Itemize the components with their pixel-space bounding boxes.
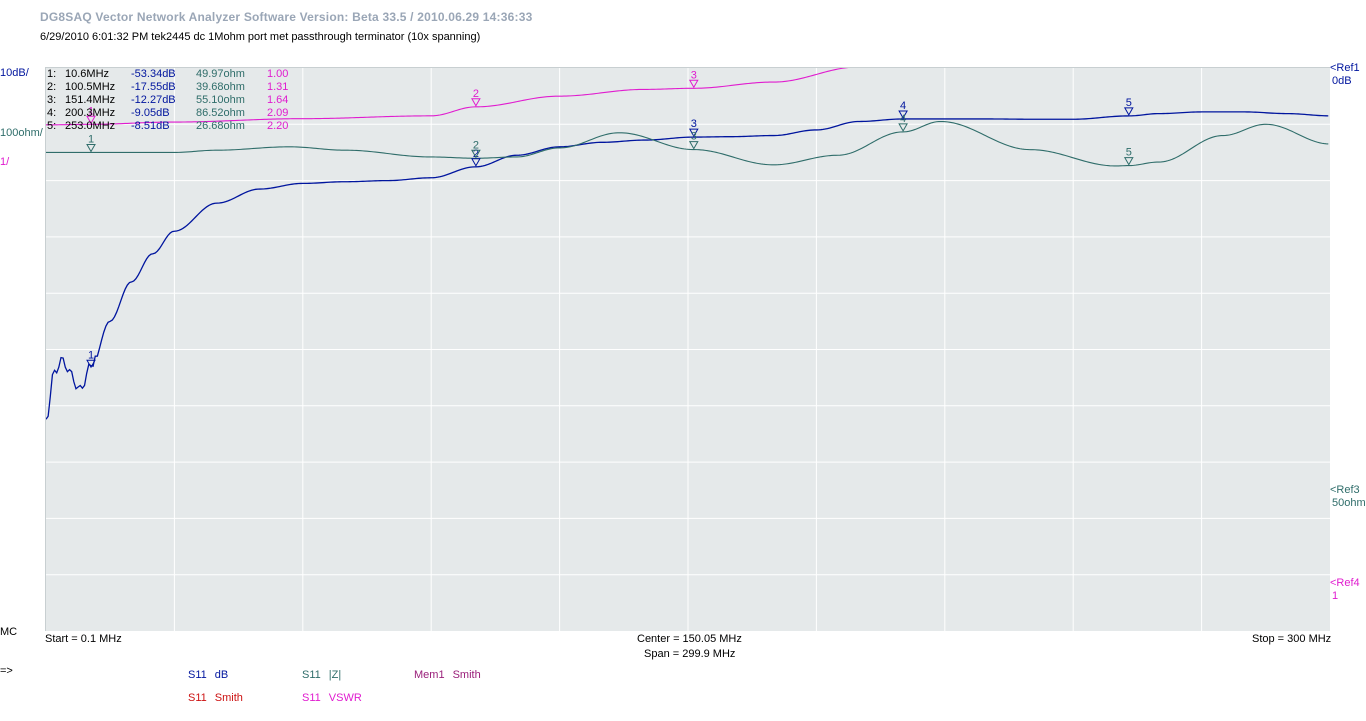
marker-triangle xyxy=(1123,107,1134,116)
plot-area[interactable]: 111222333444555 1:10.6MHz-53.34dB49.97oh… xyxy=(45,67,1330,631)
marker-frequency: 200.3MHz xyxy=(65,107,116,119)
marker-triangle xyxy=(688,141,699,150)
measurement-subtitle: 6/29/2010 6:01:32 PM tek2445 dc 1Mohm po… xyxy=(40,31,481,43)
legend-type: dB xyxy=(214,669,229,681)
db-scale-label: 10dB/ xyxy=(0,67,29,79)
ref3-label[interactable]: <Ref3 50ohm xyxy=(1330,484,1366,510)
marker-triangle xyxy=(471,149,481,159)
legend-type: Smith xyxy=(214,692,243,704)
marker-number: 2 xyxy=(473,148,479,160)
ref1-name: <Ref1 xyxy=(1330,62,1360,74)
chart-svg: 111222333444555 xyxy=(46,68,1330,631)
marker-ohm-value: 86.52ohm xyxy=(196,107,245,119)
trace-line-1 xyxy=(46,111,1329,420)
legend-entry[interactable]: S11 VSWR xyxy=(302,692,362,704)
marker-number: 4 xyxy=(900,113,906,125)
marker-frequency: 100.5MHz xyxy=(65,81,116,93)
marker-id: 3: xyxy=(47,94,57,106)
marker-number: 1 xyxy=(88,105,94,117)
marker-vswr-value: 1.00 xyxy=(267,68,289,80)
marker-id: 4: xyxy=(47,107,57,119)
marker-triangle xyxy=(1123,157,1134,166)
ref3-value: 50ohm xyxy=(1332,497,1366,509)
trace-line-3 xyxy=(46,68,849,126)
marker-number: 5 xyxy=(1126,97,1132,109)
marker-triangle xyxy=(86,115,96,125)
markers: 111222333444555 xyxy=(86,69,1134,369)
marker-number: 1 xyxy=(88,134,94,146)
marker-number: 3 xyxy=(691,118,697,130)
marker-db-value: -53.34dB xyxy=(131,68,176,80)
marker-ohm-value: 26.68ohm xyxy=(196,120,245,132)
legend-param: S11 xyxy=(302,692,321,704)
vswr-scale-label: 1/ xyxy=(0,156,10,168)
mode-label: MC xyxy=(0,626,18,638)
traces xyxy=(46,68,1329,420)
marker-triangle xyxy=(471,98,481,107)
legend-entry[interactable]: Mem1 Smith xyxy=(414,669,481,681)
marker-frequency: 151.4MHz xyxy=(65,94,116,106)
marker-triangle xyxy=(86,359,96,369)
marker-ohm-value: 49.97ohm xyxy=(196,68,245,80)
marker-frequency: 10.6MHz xyxy=(65,68,110,80)
trace-line-2 xyxy=(46,120,1329,167)
start-frequency: Start = 0.1 MHz xyxy=(45,633,122,645)
ref1-value: 0dB xyxy=(1332,75,1352,87)
window-title: DG8SAQ Vector Network Analyzer Software … xyxy=(40,10,533,24)
marker-number: 3 xyxy=(691,69,697,81)
legend-param: S11 xyxy=(302,669,321,681)
marker-number: 2 xyxy=(473,88,479,100)
legend-type: |Z| xyxy=(328,669,342,681)
legend-type: VSWR xyxy=(328,692,362,704)
legend-type: Smith xyxy=(452,669,481,681)
marker-vswr-value: 1.64 xyxy=(267,94,289,106)
marker-frequency: 253.0MHz xyxy=(65,120,116,132)
marker-number: 2 xyxy=(473,139,479,151)
legend-entry[interactable]: S11 Smith xyxy=(188,692,243,704)
legend-entry[interactable]: S11 dB xyxy=(188,669,228,681)
ref1-label[interactable]: <Ref1 0dB xyxy=(1330,62,1360,88)
grid xyxy=(46,68,1330,631)
ref4-value: 1 xyxy=(1332,590,1339,602)
marker-db-value: -12.27dB xyxy=(131,94,176,106)
marker-number: 1 xyxy=(88,349,94,361)
marker-number: 5 xyxy=(1126,147,1132,159)
marker-triangle xyxy=(898,110,908,120)
marker-db-value: -9.05dB xyxy=(131,107,170,119)
marker-id: 1: xyxy=(47,68,57,80)
arrow-label: => xyxy=(0,665,13,677)
marker-ohm-value: 55.10ohm xyxy=(196,94,245,106)
marker-id: 2: xyxy=(47,81,57,93)
span-frequency: Span = 299.9 MHz xyxy=(644,648,736,660)
marker-vswr-value: 2.20 xyxy=(267,120,289,132)
marker-triangle xyxy=(688,79,699,89)
legend-param: S11 xyxy=(188,669,207,681)
marker-db-value: -17.55dB xyxy=(131,81,176,93)
marker-number: 4 xyxy=(900,100,906,112)
marker-vswr-value: 1.31 xyxy=(267,81,289,93)
marker-triangle xyxy=(898,123,908,132)
legend-param: Mem1 xyxy=(414,669,445,681)
marker-triangle xyxy=(471,158,481,167)
legend-param: S11 xyxy=(188,692,207,704)
center-frequency: Center = 150.05 MHz xyxy=(637,633,742,645)
marker-number: 3 xyxy=(691,131,697,143)
marker-db-value: -8.51dB xyxy=(131,120,170,132)
ref4-name: <Ref4 xyxy=(1330,577,1360,589)
marker-vswr-value: 2.09 xyxy=(267,107,289,119)
marker-triangle xyxy=(86,144,96,153)
ref3-name: <Ref3 xyxy=(1330,484,1360,496)
marker-ohm-value: 39.68ohm xyxy=(196,81,245,93)
legend-entry[interactable]: S11 |Z| xyxy=(302,669,341,681)
stop-frequency: Stop = 300 MHz xyxy=(1252,633,1332,645)
marker-triangle xyxy=(688,128,699,138)
marker-id: 5: xyxy=(47,120,57,132)
ref4-label[interactable]: <Ref4 1 xyxy=(1330,577,1360,603)
ohm-scale-label: 100ohm/ xyxy=(0,127,43,139)
